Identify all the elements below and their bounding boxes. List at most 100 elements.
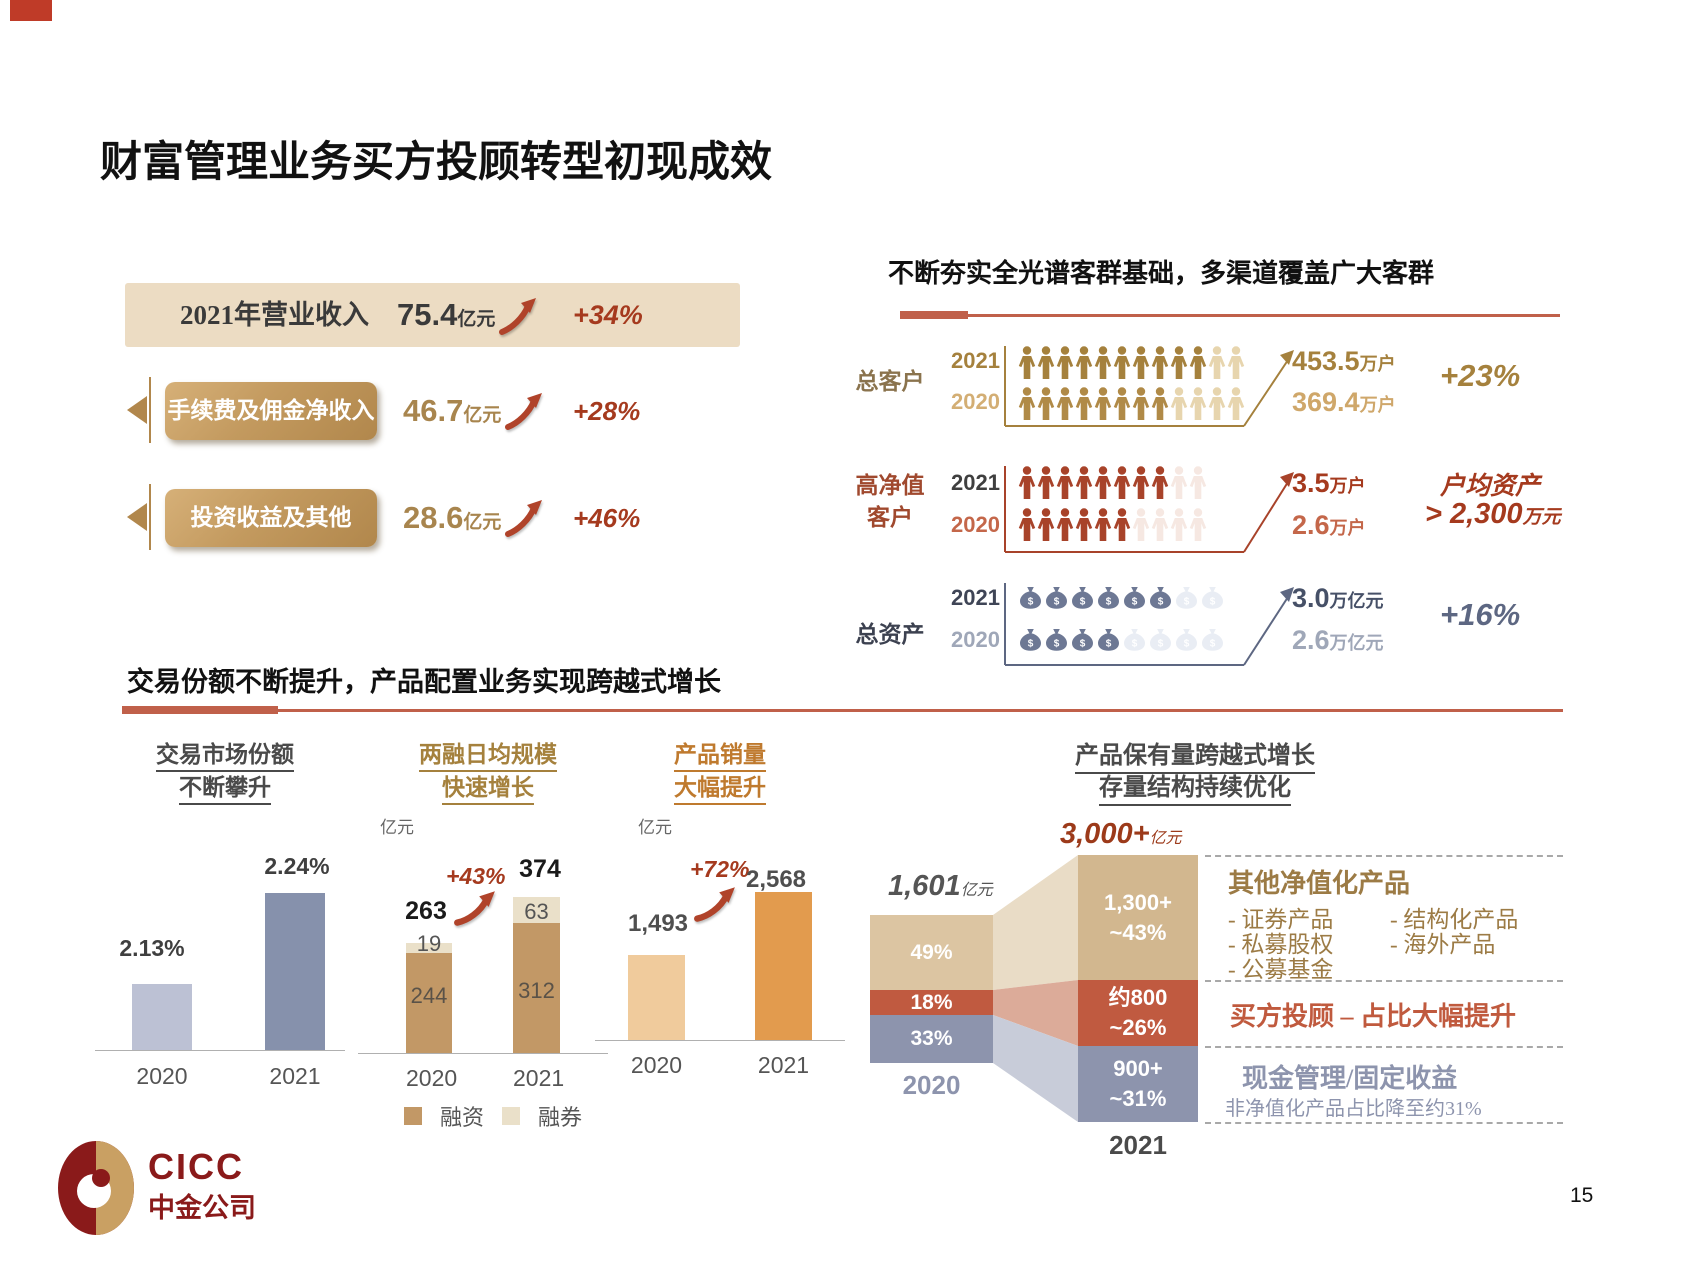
dashed-line — [1205, 1046, 1563, 1048]
avg-asset-note-value: > 2,300万元 — [1425, 498, 1561, 531]
value-number: 453.5 — [1292, 346, 1360, 376]
band1-item: - 私募股权 — [1228, 932, 1334, 957]
segment-value: 900+ — [1113, 1056, 1163, 1081]
seg-value-2021-rongzi: 312 — [518, 978, 555, 1003]
row-growth: +16% — [1440, 597, 1521, 632]
segment-pct: ~43% — [1109, 919, 1167, 945]
bar-value-2020: 2.13% — [119, 935, 185, 961]
pictograph-row-persons — [1018, 508, 1207, 542]
value-unit: 万亿元 — [1329, 633, 1384, 653]
svg-text:$: $ — [1210, 597, 1216, 608]
value-unit: 万户 — [1329, 518, 1366, 538]
x-label-2021: 2021 — [513, 1065, 565, 1091]
segment-value: 1,300+ — [1104, 889, 1172, 915]
segment-pct: ~26% — [1109, 1015, 1167, 1040]
row-label: 高净值 客户 — [845, 470, 935, 534]
revenue-main-value: 75.4亿元 — [397, 283, 495, 353]
note-number: > 2,300 — [1425, 498, 1523, 530]
row-value-2020: 2.6万户 — [1292, 510, 1366, 541]
band1-title: 其他净值化产品 — [1228, 869, 1411, 898]
band1-item: - 结构化产品 — [1390, 907, 1519, 932]
x-label-2021: 2021 — [269, 1063, 321, 1089]
bar-value-2020: 1,493 — [627, 910, 689, 937]
segment-label: 33% — [910, 1027, 953, 1050]
revenue-row: 手续费及佣金净收入 46.7亿元 +28% — [125, 377, 740, 447]
total-number: 1,601 — [888, 870, 961, 902]
x-axis — [595, 1040, 845, 1041]
column-label-2021: 2021 — [1109, 1130, 1167, 1160]
x-axis — [95, 1050, 345, 1051]
customer-row-hnw: 高净值 客户 2021 2020 3.5万户 2.6万户 户均资产 > 2,30… — [840, 458, 1561, 562]
segment-pct: ~31% — [1109, 1086, 1167, 1111]
seg-value-2020-rongzi: 244 — [410, 983, 448, 1008]
growth-arrow-icon — [694, 887, 735, 922]
row-label-line1: 总资产 — [855, 622, 925, 647]
total-number: 3,000+ — [1060, 818, 1150, 850]
header-underline-thick — [900, 311, 968, 319]
bar-2021-rongzi — [513, 923, 560, 1053]
segment-advisory: 18% — [870, 990, 993, 1015]
seg-value-2021-rongquan: 63 — [524, 899, 549, 924]
chart-holdings-structure: 产品保有量跨越式增长 存量结构持续优化 1,601亿元 3,000+亿元 49%… — [860, 730, 1565, 1176]
x-label-2020: 2020 — [406, 1065, 458, 1091]
row-value-2021: 3.5万户 — [1292, 468, 1366, 499]
revenue-main-bar: 2021年营业收入 75.4亿元 +34% — [125, 283, 740, 347]
band1-item: - 证券产品 — [1228, 907, 1334, 932]
chart-title-line1: 交易市场份额 — [156, 742, 294, 772]
svg-text:$: $ — [1184, 597, 1190, 608]
row-value-2021: 453.5万户 — [1292, 346, 1396, 377]
svg-text:$: $ — [1054, 639, 1060, 650]
svg-text:$: $ — [1132, 597, 1138, 608]
legend: 融资 融券 — [383, 1100, 603, 1132]
pictograph-row-persons — [1018, 387, 1245, 421]
y-axis-unit: 亿元 — [638, 818, 672, 837]
header-underline-thin — [968, 314, 1560, 317]
total-2020: 263 — [405, 897, 447, 925]
dashed-line — [1205, 1122, 1563, 1124]
total-unit: 亿元 — [960, 882, 993, 899]
total-2021: 3,000+亿元 — [1060, 818, 1182, 851]
bar-2021 — [265, 893, 325, 1050]
logo-text: CICC — [148, 1146, 244, 1187]
chart-title-line2: 快速增长 — [442, 775, 534, 805]
section-underline-thick — [122, 706, 278, 714]
chart-title-line2: 不断攀升 — [179, 775, 271, 805]
pictograph-row-persons — [1018, 346, 1245, 380]
x-axis — [358, 1053, 608, 1054]
revenue-item-unit: 亿元 — [463, 405, 502, 426]
row-label-line1: 总客户 — [855, 369, 925, 394]
bar-value-2021: 2.24% — [264, 853, 330, 879]
row-growth: +23% — [1440, 358, 1521, 393]
pictograph-axis-arrow — [1004, 466, 1294, 553]
band1-item: - 海外产品 — [1390, 932, 1496, 957]
row-label-line2: 客户 — [867, 505, 913, 530]
year-label-2020: 2020 — [951, 627, 1000, 652]
x-label-2020: 2020 — [136, 1063, 188, 1089]
legend-swatch-rongzi — [403, 1107, 422, 1125]
column-2021: 1,300+ ~43% 约800 ~26% 900+ ~31% — [1078, 855, 1198, 1122]
legend-label-rongzi: 融资 — [439, 1105, 484, 1130]
bar-2020-rongzi — [406, 953, 452, 1053]
row-value-2020: 369.4万户 — [1292, 387, 1396, 418]
row-value-2021: 3.0万亿元 — [1292, 583, 1384, 614]
bar-value-2021: 2,568 — [745, 866, 807, 893]
bracket-line — [149, 484, 151, 550]
year-label-2021: 2021 — [951, 585, 1000, 610]
bar-2021 — [755, 892, 812, 1040]
year-label-2020: 2020 — [951, 512, 1000, 537]
band3-sub: 非净值化产品占比降至约31% — [1225, 1098, 1482, 1120]
svg-text:$: $ — [1132, 639, 1138, 650]
segment-label: 49% — [910, 940, 953, 964]
chart-growth: +43% — [446, 863, 506, 889]
value-unit: 万户 — [1329, 476, 1366, 496]
band1-item: - 公募基金 — [1228, 957, 1334, 982]
legend-swatch-rongquan — [502, 1107, 520, 1125]
row-label: 总资产 — [845, 615, 935, 649]
segment-other: 1,300+ ~43% — [1078, 855, 1198, 980]
value-unit: 万户 — [1359, 395, 1396, 415]
revenue-item-growth: +46% — [573, 503, 641, 533]
trading-section-header: 交易份额不断提升，产品配置业务实现跨越式增长 — [127, 667, 721, 697]
column-label-2020: 2020 — [902, 1070, 961, 1100]
revenue-row: 投资收益及其他 28.6亿元 +46% — [125, 484, 740, 554]
